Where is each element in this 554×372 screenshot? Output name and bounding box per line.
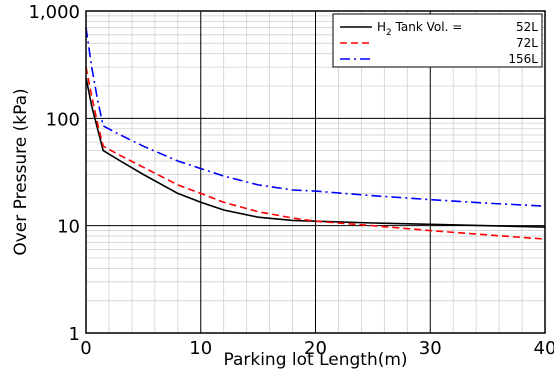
x-tick-label: 10 [189,338,212,359]
x-tick-label: 0 [80,338,91,359]
legend: H2 Tank Vol. = 52L 72L 156L [332,13,543,68]
x-tick-label: 40 [534,338,554,359]
legend-title-h: H [377,20,386,34]
series-line-156l [85,27,546,207]
y-tick-label: 100 [46,109,80,130]
y-axis-title: Over Pressure (kPa) [11,88,31,255]
y-tick-label: 10 [57,217,80,238]
series-layer [85,27,546,240]
legend-label-72l: 72L [516,36,538,50]
legend-box [332,13,543,68]
legend-title-rest: Tank Vol. = [392,20,463,34]
y-tick-label: 1,000 [28,2,80,23]
y-tick-label: 1 [69,324,80,345]
series-line-72l [85,66,546,240]
x-tick-label: 20 [304,338,327,359]
legend-label-52l: 52L [516,20,538,34]
x-tick-label: 30 [419,338,442,359]
legend-label-156l: 156L [508,52,538,66]
series-line-52l [85,77,546,228]
x-axis-title: Parking lot Length(m) [223,350,407,370]
tick-layer: 0 10 20 30 40 1 10 100 1,000 [28,2,554,359]
plot-frame [85,10,546,334]
legend-title: H2 Tank Vol. = [377,20,462,38]
legend-title-sub: 2 [386,28,392,38]
